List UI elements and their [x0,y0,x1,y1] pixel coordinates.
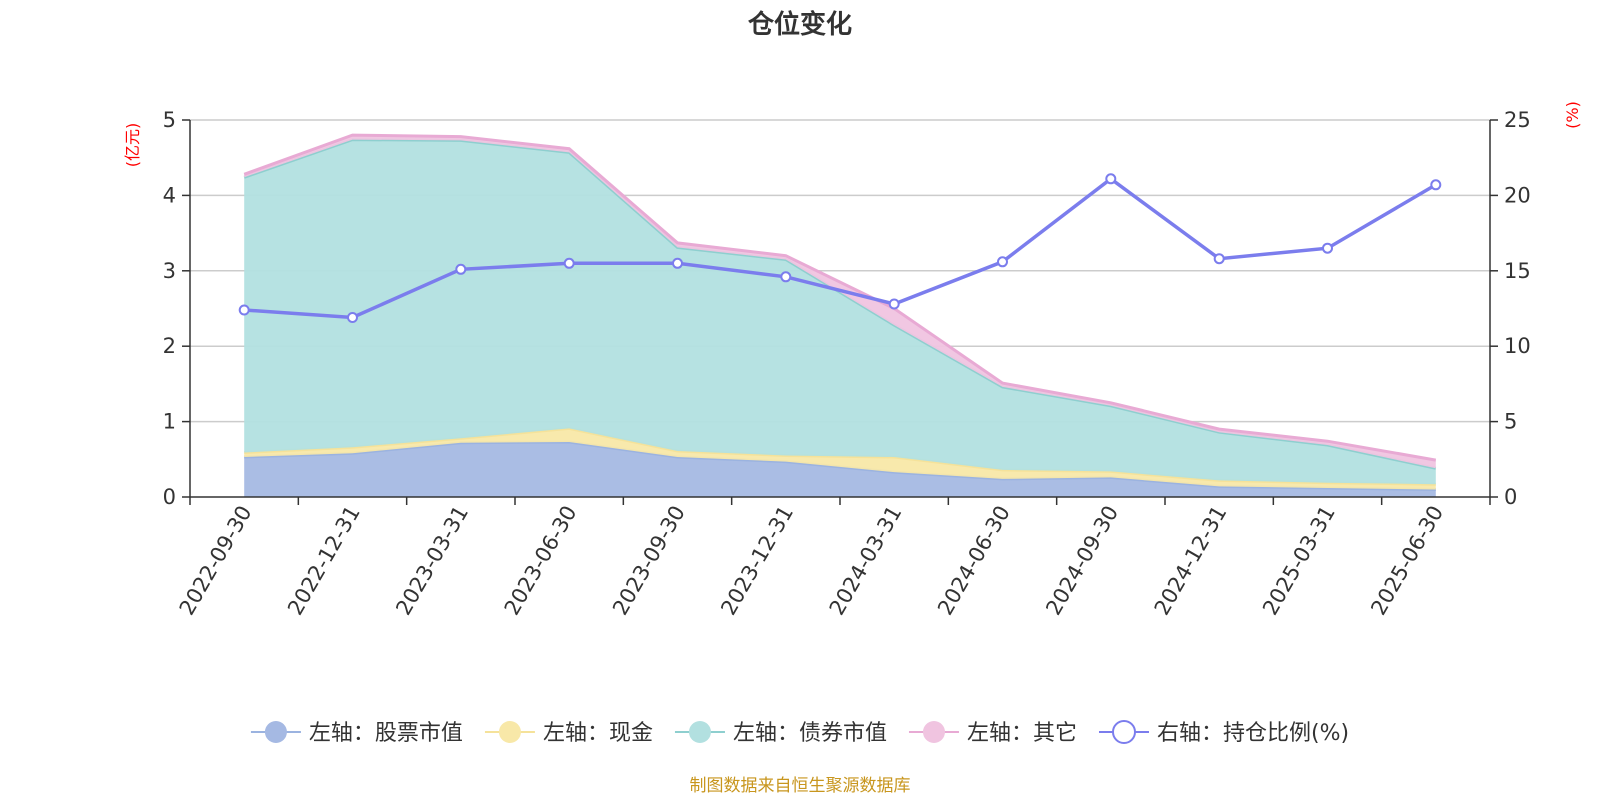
legend-item: 左轴：债券市值 [674,721,887,746]
source-note: 制图数据来自恒生聚源数据库 [690,776,911,796]
x-tick-label: 2023-12-31 [716,502,798,620]
ratio-point [455,263,467,275]
ratio-point [563,257,575,269]
ratio-point [672,257,683,269]
legend-label: 左轴：其它 [967,721,1077,746]
legend-label: 左轴：债券市值 [733,721,887,746]
x-tick-label: 2024-12-31 [1150,502,1232,620]
ratio-point [780,271,792,283]
x-tick-label: 2022-12-31 [283,502,365,620]
legend-item: 左轴：其它 [908,721,1077,746]
x-tick-label: 2025-06-30 [1366,502,1448,620]
right-tick-label: 10 [1504,334,1531,358]
right-tick-label: 0 [1504,485,1517,509]
right-axis-unit: (%) [1563,101,1582,129]
stacked-areas [243,133,1437,497]
legend-item: 左轴：股票市值 [250,721,463,746]
legend-dot-icon [498,721,521,743]
x-tick-label: 2024-09-30 [1041,502,1123,620]
left-tick-label: 1 [163,410,176,434]
legend-item: 右轴：持仓比例(%) [1098,720,1349,746]
x-tick-label: 2024-06-30 [933,502,1015,620]
right-tick-label: 25 [1504,108,1531,132]
legend-item: 左轴：现金 [484,721,653,746]
holding-ratio-line [238,173,1442,323]
x-tick-label: 2025-03-31 [1258,502,1340,620]
ratio-line-path [244,176,1437,320]
x-tick-label: 2022-09-30 [175,502,257,620]
right-tick-label: 15 [1504,259,1531,283]
left-tick-label: 3 [163,259,176,283]
left-tick-label: 2 [163,334,176,358]
area-series-0 [244,442,1436,497]
ratio-point [1430,179,1442,191]
legend-label: 右轴：持仓比例(%) [1157,721,1349,746]
legend: 左轴：股票市值 左轴：现金 左轴：债券市值 左轴：其它 右轴：持仓比例(%) [250,720,1349,746]
right-tick-label: 5 [1504,410,1517,434]
ratio-point [1105,173,1117,185]
ratio-point [1322,242,1333,254]
area-series-2 [244,139,1436,485]
legend-label: 左轴：现金 [543,721,653,746]
ratio-point [347,312,358,323]
x-tick-label: 2023-03-31 [391,502,473,620]
legend-label: 左轴：股票市值 [309,721,463,746]
ratio-point [238,304,250,316]
left-tick-label: 0 [163,485,176,509]
right-tick-label: 20 [1504,183,1531,207]
legend-dot-icon [688,721,711,743]
area-edge-3 [243,133,1437,462]
left-axis-unit: (亿元) [123,123,142,168]
chart-title: 仓位变化 [747,9,852,40]
left-tick-label: 5 [163,108,176,132]
ratio-point [888,298,900,310]
ratio-point [1213,253,1225,265]
x-tick-label: 2023-06-30 [500,502,582,620]
legend-dot-icon [1111,720,1136,744]
x-tick-label: 2024-03-31 [825,502,907,620]
x-tick-label: 2023-09-30 [608,502,690,620]
legend-dot-icon [922,721,945,743]
legend-dot-icon [264,721,287,743]
ratio-point [997,256,1008,268]
left-tick-label: 4 [163,183,176,207]
